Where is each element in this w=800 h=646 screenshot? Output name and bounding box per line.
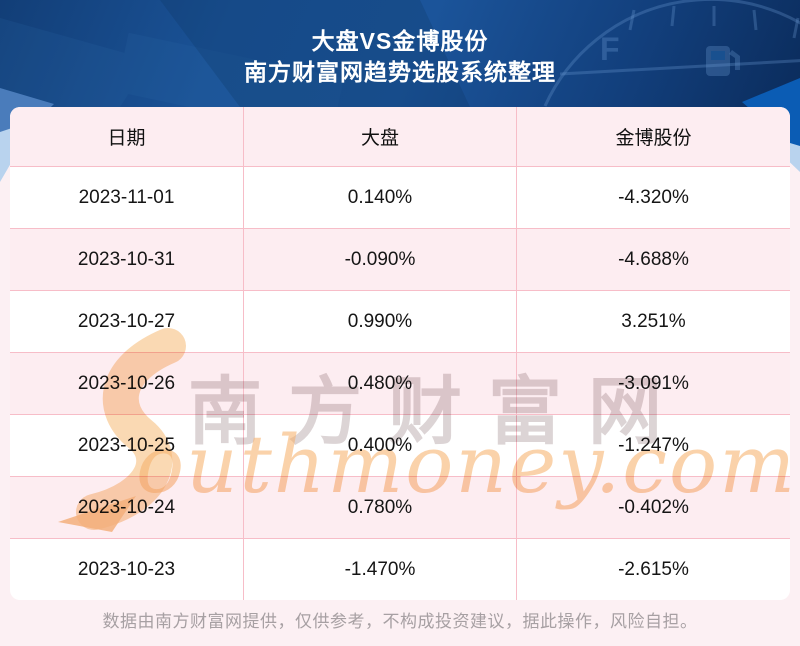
disclaimer-text: 数据由南方财富网提供，仅供参考，不构成投资建议，据此操作，风险自担。: [102, 612, 698, 631]
date-cell: 2023-10-24: [77, 496, 176, 518]
column-header-market: 大盘: [243, 107, 516, 166]
table-row: 2023-11-01 0.140% -4.320%: [10, 166, 790, 228]
svg-text:F: F: [600, 31, 620, 67]
date-cell: 2023-10-23: [77, 558, 176, 580]
date-cell: 2023-10-31: [77, 248, 176, 270]
table-row: 2023-10-26 0.480% -3.091%: [10, 352, 790, 414]
column-header-date: 日期: [107, 128, 146, 149]
date-cell: 2023-10-27: [77, 310, 176, 332]
fuel-gauge-background-art: F: [0, 0, 800, 107]
market-cell: 0.400%: [243, 415, 516, 476]
comparison-table: 日期 大盘 金博股份 2023-11-01 0.140% -4.320% 202…: [10, 107, 790, 600]
page-title: 大盘VS金博股份: [311, 28, 489, 54]
table-row: 2023-10-23 -1.470% -2.615%: [10, 538, 790, 600]
page-subtitle: 南方财富网趋势选股系统整理: [244, 59, 556, 85]
table-row: 2023-10-25 0.400% -1.247%: [10, 414, 790, 476]
date-cell: 2023-10-26: [77, 372, 176, 394]
market-cell: 0.480%: [243, 353, 516, 414]
market-cell: -0.090%: [243, 229, 516, 290]
stock-cell: 3.251%: [516, 291, 790, 352]
stock-cell: -4.688%: [516, 229, 790, 290]
column-header-stock: 金博股份: [516, 107, 790, 166]
date-cell: 2023-11-01: [78, 186, 175, 208]
date-cell: 2023-10-25: [77, 434, 176, 456]
table-header-row: 日期 大盘 金博股份: [10, 107, 790, 166]
table-row: 2023-10-27 0.990% 3.251%: [10, 290, 790, 352]
stock-cell: -0.402%: [516, 477, 790, 538]
stock-cell: -1.247%: [516, 415, 790, 476]
stock-cell: -2.615%: [516, 539, 790, 600]
table-row: 2023-10-24 0.780% -0.402%: [10, 476, 790, 538]
table-row: 2023-10-31 -0.090% -4.688%: [10, 228, 790, 290]
market-cell: 0.990%: [243, 291, 516, 352]
market-cell: -1.470%: [243, 539, 516, 600]
header-banner: F 大盘VS金博股份 南方财富网趋势选股系统整理: [0, 0, 800, 107]
stock-cell: -3.091%: [516, 353, 790, 414]
stock-cell: -4.320%: [516, 167, 790, 228]
market-cell: 0.140%: [243, 167, 516, 228]
market-cell: 0.780%: [243, 477, 516, 538]
